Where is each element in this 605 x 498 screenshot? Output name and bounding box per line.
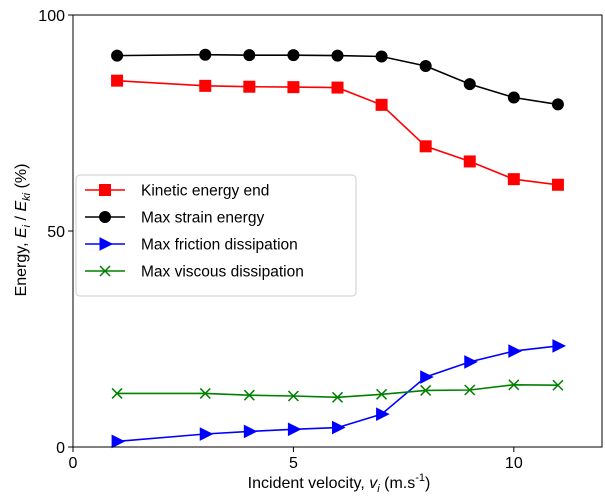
series-0 [111, 74, 564, 191]
data-point [464, 384, 476, 396]
data-point [199, 387, 211, 399]
data-point [243, 389, 255, 401]
y-tick-label: 0 [56, 440, 65, 457]
legend-item: Max viscous dissipation [85, 264, 304, 281]
data-point [375, 50, 388, 63]
data-point [287, 390, 299, 402]
data-point [199, 79, 212, 92]
data-point [551, 178, 564, 191]
series-1 [111, 48, 564, 111]
x-axis-label: Incident velocity, vi (m.s-1) [248, 472, 431, 495]
data-point [287, 422, 302, 437]
data-point [375, 98, 388, 111]
legend-marker [99, 184, 111, 196]
data-point [287, 49, 300, 62]
series-line [117, 345, 558, 443]
plot-area [111, 48, 567, 449]
series-line [117, 53, 559, 106]
legend-item: Kinetic energy end [85, 183, 269, 200]
data-point [420, 384, 432, 396]
data-point [419, 59, 432, 72]
data-point [508, 379, 520, 391]
legend-label: Max viscous dissipation [141, 264, 304, 281]
legend-label: Max friction dissipation [141, 237, 298, 254]
data-point [551, 98, 564, 111]
data-point [376, 388, 388, 400]
x-tick-label: 0 [69, 455, 78, 472]
series-line [117, 383, 558, 399]
data-point [331, 391, 344, 403]
data-point [243, 424, 258, 439]
data-point [111, 387, 123, 399]
data-point [111, 74, 124, 87]
data-point [420, 370, 434, 384]
data-point [199, 427, 214, 441]
legend: Kinetic energy end Max strain energy Max f… [75, 174, 357, 297]
data-point [463, 78, 476, 91]
y-axis-label: Energy, Ei / Eki (%) [13, 164, 33, 297]
series-3 [111, 379, 564, 403]
legend-marker [99, 211, 111, 223]
y-tick-label: 50 [47, 224, 65, 241]
data-point [463, 155, 476, 168]
data-point [507, 173, 520, 186]
data-point [243, 49, 256, 62]
data-point [464, 355, 478, 369]
data-point [111, 49, 124, 62]
x-tick-label: 5 [289, 455, 298, 472]
data-point [331, 49, 344, 62]
data-point [331, 81, 344, 94]
legend-marker [99, 237, 114, 251]
legend-box [75, 174, 357, 297]
data-point [507, 91, 520, 104]
legend-label: Kinetic energy end [141, 183, 269, 200]
data-point [552, 339, 567, 353]
y-tick-label: 100 [38, 8, 65, 25]
data-point [287, 81, 300, 94]
series-line [117, 79, 559, 186]
legend-marker [99, 265, 111, 277]
data-point [199, 48, 212, 61]
legend-item: Max strain energy [85, 210, 264, 227]
data-point [332, 420, 346, 435]
data-point [376, 407, 390, 421]
series-2 [111, 339, 567, 449]
data-point [111, 434, 126, 449]
data-point [419, 140, 432, 153]
legend-label: Max strain energy [141, 210, 264, 227]
data-point [243, 80, 256, 93]
data-point [552, 379, 564, 391]
x-tick-label: 10 [505, 455, 523, 472]
data-point [508, 344, 522, 358]
legend-item: Max friction dissipation [85, 237, 298, 254]
